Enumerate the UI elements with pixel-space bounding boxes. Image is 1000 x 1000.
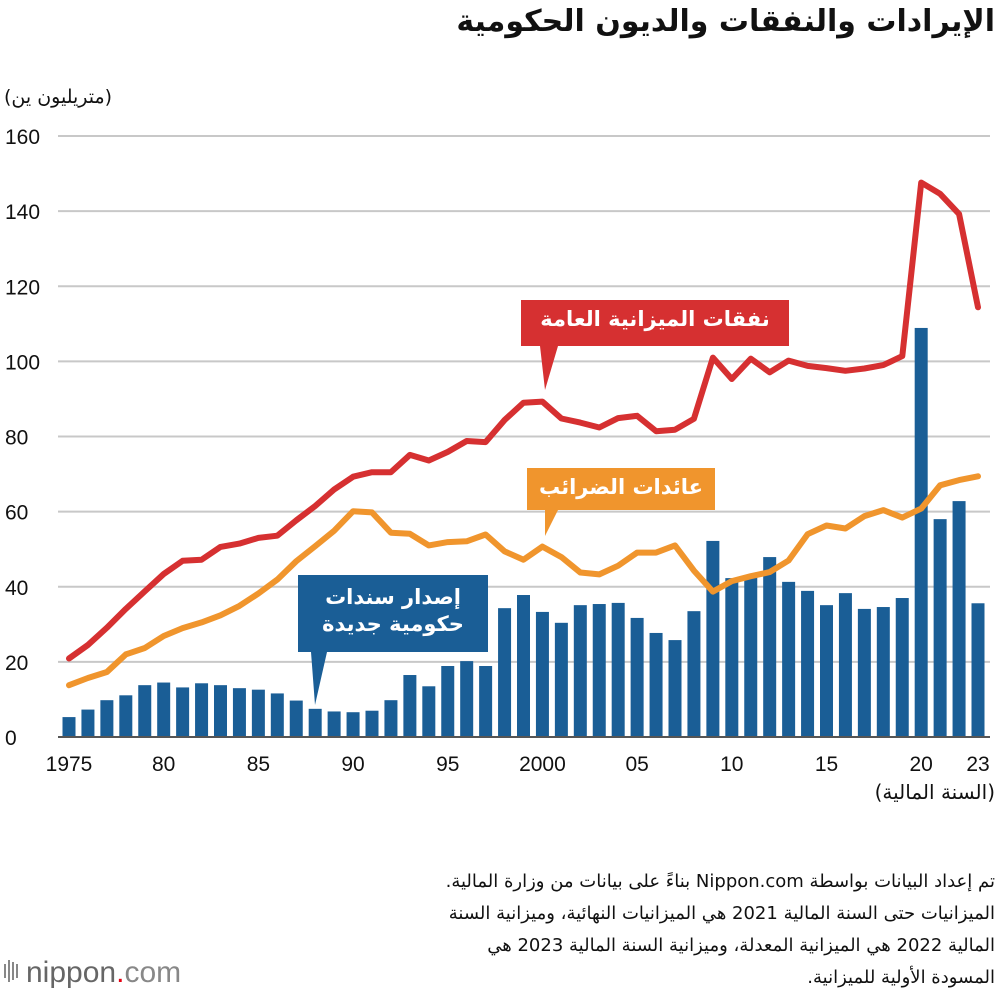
note-line-4: المسودة الأولية للميزانية. [807,967,995,988]
tax-callout-box [527,468,715,536]
nippon-logo: nippon.com [4,956,181,989]
bar-1980 [157,682,171,737]
note-line-3: المالية 2022 هي الميزانية المعدلة، وميزا… [487,935,995,956]
x-tick-label: 23 [966,753,989,776]
x-tick-label: 80 [152,753,175,776]
y-tick-label: 0 [5,727,17,750]
y-tick-label: 20 [5,652,28,675]
bar-2009 [706,540,720,737]
expenditure-callout-box [521,300,789,390]
y-tick-label: 100 [5,351,40,374]
bar-2017 [857,608,871,737]
bar-1975 [62,717,76,737]
x-ticks: 1975 80 85 90 95 2000 05 10 15 20 23 [46,753,990,776]
y-axis-unit: (متريليون ين) [4,86,113,108]
bar-2021 [933,519,947,737]
y-tick-label: 120 [5,276,40,299]
series-lines [66,179,981,689]
bar-2019 [895,598,909,737]
bar-2011 [744,576,758,737]
x-tick-label: 20 [910,753,933,776]
bar-1979 [138,685,152,737]
y-tick-label: 80 [5,427,28,450]
bar-1992 [384,700,398,737]
bar-2001 [554,622,568,737]
x-tick-label: 90 [341,753,364,776]
bar-1977 [100,700,114,737]
bar-1981 [176,687,190,737]
bar-2005 [630,617,644,737]
logo-bars-icon [4,960,18,982]
bonds-label: إصدار سندات حكومية جديدة [298,584,488,639]
bar-2014 [801,590,815,737]
bar-2015 [820,605,833,737]
line-series-0 [66,179,981,662]
bar-1982 [195,683,209,737]
note-line-2: الميزانيات حتى السنة المالية 2021 هي الم… [448,903,995,924]
bar-2022 [952,501,966,737]
x-tick-label: 2000 [519,753,566,776]
bar-1976 [81,709,95,737]
x-tick-label: 05 [625,753,648,776]
bonds-callout-box [298,575,488,705]
bonds-label-line2: حكومية جديدة [322,612,464,637]
x-tick-label: 10 [720,753,743,776]
bar-2006 [649,632,663,737]
bar-1985 [251,689,265,737]
bond-bars [62,327,985,737]
bar-1994 [422,686,436,737]
bar-1996 [460,661,474,737]
notes: تم إعداد البيانات بواسطة Nippon.com بناء… [446,866,995,994]
bar-1988 [308,708,322,737]
bar-1991 [365,710,379,737]
expenditure-label: نفقات الميزانية العامة [540,307,770,331]
bar-1987 [289,700,303,737]
x-tick-label: 85 [247,753,270,776]
bar-1999 [517,595,530,737]
x-tick-label: 15 [815,753,838,776]
y-tick-label: 140 [5,201,40,224]
bar-1997 [479,666,493,737]
x-tick-label: 95 [436,753,459,776]
chart-title: الإيرادات والنفقات والديون الحكومية [456,4,995,39]
logo-text: nippon.com [26,956,181,989]
bar-2010 [725,578,739,737]
gridlines [58,135,990,663]
bar-1984 [232,688,246,737]
y-tick-label: 60 [5,502,28,525]
x-tick-label: 1975 [46,753,93,776]
y-tick-label: 40 [5,577,28,600]
bar-2023 [971,603,985,737]
y-ticks: 0 20 40 60 80 100 120 140 160 [5,126,40,750]
y-tick-label: 160 [5,126,40,149]
bar-2012 [763,557,777,737]
bar-1978 [119,695,133,737]
tax-label: عائدات الضرائب [538,475,703,499]
bar-2000 [535,611,549,737]
bar-2007 [668,640,682,737]
bar-2018 [876,607,890,737]
line-series-1 [66,473,981,689]
bar-2004 [611,602,625,737]
note-line-1: تم إعداد البيانات بواسطة Nippon.com بناء… [445,871,995,892]
bar-1995 [441,666,455,737]
bar-2013 [782,581,796,737]
bar-2008 [687,611,701,737]
bar-1998 [498,608,512,737]
x-axis-label: (السنة المالية) [874,780,995,804]
bar-1986 [270,693,284,737]
bar-1993 [403,675,417,737]
bar-1989 [327,711,341,737]
bar-1990 [346,712,360,737]
bar-2003 [592,604,606,737]
bar-2016 [838,593,852,737]
bar-2020 [914,327,928,737]
bonds-label-line1: إصدار سندات [325,585,461,609]
bar-2002 [573,605,587,737]
bar-1983 [214,685,227,737]
